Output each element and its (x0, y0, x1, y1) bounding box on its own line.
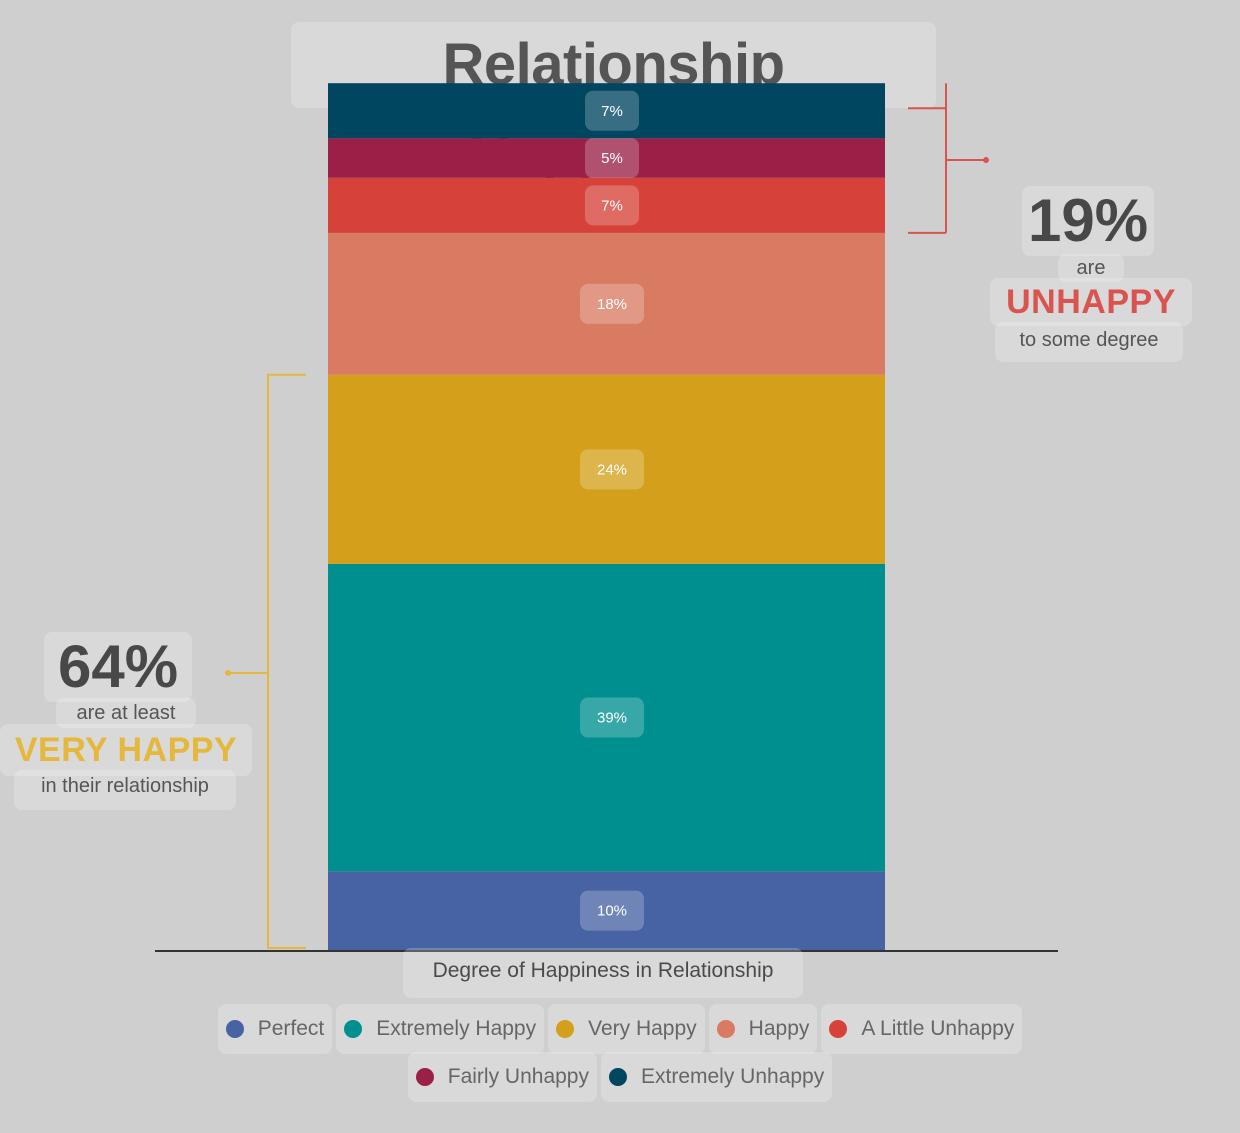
data-label-0: 10% (597, 903, 627, 920)
unhappy-text-line1: are (1058, 254, 1124, 282)
legend-item: Extremely Happy (336, 1004, 545, 1054)
data-label-bg-3 (580, 283, 644, 324)
legend-row: Fairly Unhappy Extremely Unhappy (0, 1052, 1240, 1102)
legend-label: Very Happy (588, 1017, 697, 1040)
legend-swatch (415, 1068, 434, 1086)
happy-text-line1: are at least (56, 698, 196, 728)
unhappy-bracket (908, 83, 986, 234)
legend-swatch (344, 1020, 363, 1038)
data-label-bg-0 (580, 890, 644, 931)
x-axis-label: Degree of Happiness in Relationship (403, 948, 803, 998)
happy-bracket-dot (225, 670, 231, 676)
legend-label: Extremely Happy (376, 1017, 537, 1040)
happy-bracket (228, 373, 306, 949)
data-label-bg-5 (585, 138, 639, 179)
bar-segment-2 (328, 374, 885, 564)
legend-item: Perfect (217, 1004, 333, 1054)
data-label-5: 5% (601, 150, 623, 167)
legend-swatch (556, 1020, 575, 1038)
data-label-bg-4 (585, 185, 639, 226)
legend-row: Perfect Extremely Happy Very Happy Happy A L… (0, 1004, 1240, 1054)
bar-segment-1 (328, 563, 885, 872)
legend-label: A Little Unhappy (861, 1017, 1015, 1040)
happy-keyword: VERY HAPPY (0, 724, 252, 776)
legend-item: A Little Unhappy (821, 1004, 1023, 1054)
data-label-6: 7% (601, 103, 623, 120)
bar-segment-5 (328, 138, 885, 178)
legend-label: Extremely Unhappy (640, 1065, 825, 1088)
legend-item: Fairly Unhappy (407, 1052, 597, 1102)
legend-item: Very Happy (548, 1004, 705, 1054)
data-label-1: 39% (597, 710, 627, 727)
legend-swatch (225, 1020, 244, 1038)
unhappy-bracket-dot (983, 157, 989, 164)
unhappy-keyword: UNHAPPY (990, 278, 1192, 326)
legend-label: Fairly Unhappy (447, 1065, 589, 1088)
bar-segment-0 (328, 871, 885, 950)
data-label-4: 7% (601, 197, 623, 214)
unhappy-text-line2: to some degree (995, 322, 1183, 362)
bar-segment-4 (328, 177, 885, 233)
legend-item: Happy (708, 1004, 818, 1054)
happy-percentage: 64% (44, 632, 192, 702)
data-label-2: 24% (597, 461, 627, 478)
data-label-bg-1 (580, 697, 644, 738)
legend-swatch (829, 1020, 848, 1038)
data-label-3: 18% (597, 296, 627, 313)
legend-swatch (608, 1068, 627, 1086)
legend-label: Perfect (257, 1017, 325, 1040)
legend-swatch (716, 1020, 735, 1038)
unhappy-percentage: 19% (1022, 186, 1154, 256)
bar-segment-3 (328, 232, 885, 375)
legend-label: Happy (748, 1017, 810, 1040)
data-label-bg-6 (585, 90, 639, 131)
bar-segment-6 (328, 83, 885, 139)
legend-item: Extremely Unhappy (600, 1052, 833, 1102)
happy-text-line2: in their relationship (14, 770, 236, 810)
data-label-bg-2 (580, 449, 644, 490)
